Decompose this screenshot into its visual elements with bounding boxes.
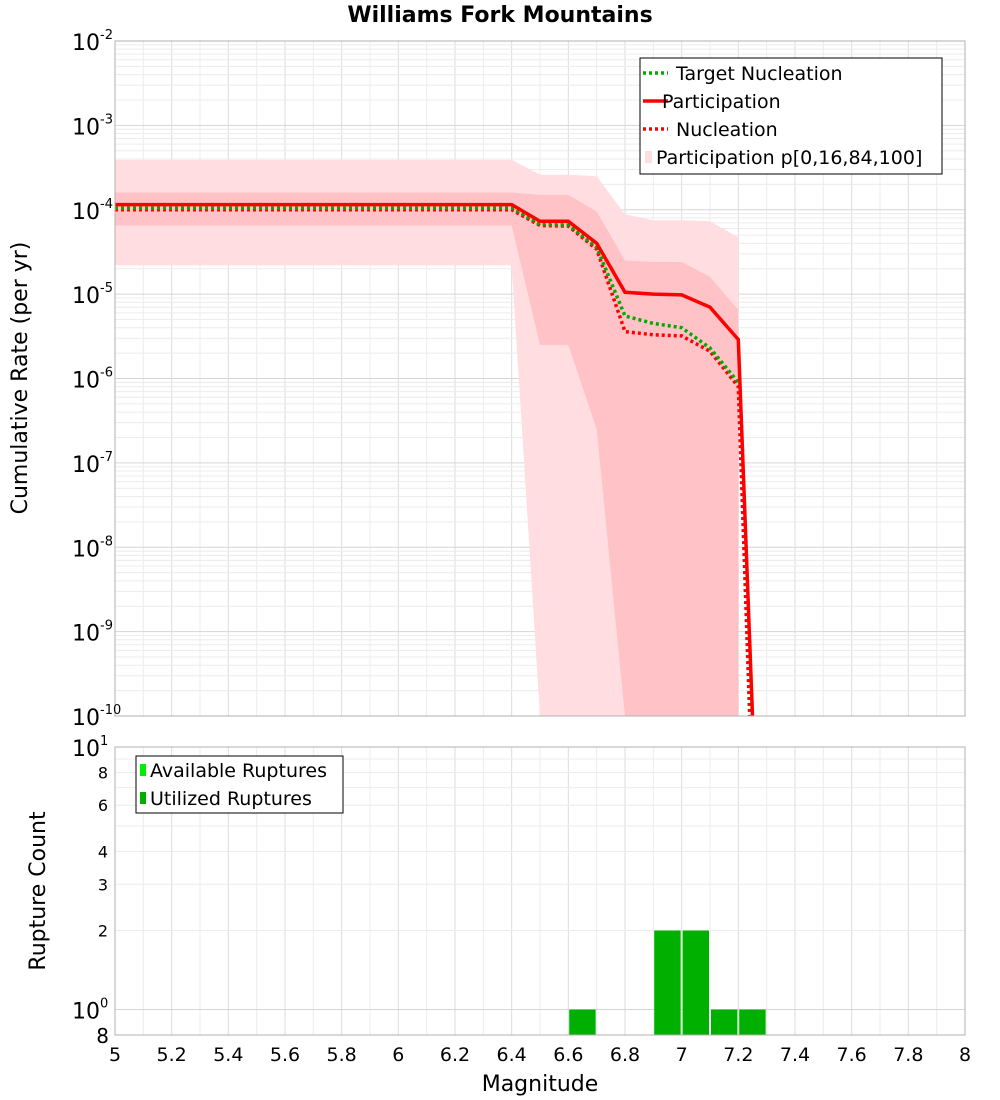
top-y-tick-label: 10-5 bbox=[72, 281, 113, 309]
x-tick-label: 7.6 bbox=[837, 1044, 867, 1066]
x-tick-label: 5.6 bbox=[270, 1044, 300, 1066]
x-tick-label: 6.6 bbox=[553, 1044, 583, 1066]
chart-title: Williams Fork Mountains bbox=[347, 3, 652, 28]
legend-available-ruptures-swatch bbox=[140, 764, 146, 776]
x-tick-label: 5.2 bbox=[157, 1044, 187, 1066]
x-tick-label: 5 bbox=[109, 1044, 121, 1066]
legend-nucleation-label: Nucleation bbox=[676, 119, 778, 141]
utilized-rupture-bar bbox=[739, 1009, 766, 1035]
utilized-rupture-bar bbox=[682, 930, 709, 1035]
legend-available-ruptures-label: Available Ruptures bbox=[150, 760, 327, 782]
utilized-rupture-bar bbox=[711, 1009, 738, 1035]
legend-target-nucleation-label: Target Nucleation bbox=[675, 63, 843, 85]
bottom-y-minor-tick-label: 3 bbox=[98, 875, 108, 894]
bottom-legend-box bbox=[135, 755, 344, 814]
top-y-tick-label: 10-9 bbox=[72, 619, 113, 647]
bottom-y-minor-tick-label: 8 bbox=[96, 1024, 109, 1048]
x-tick-label: 6.8 bbox=[610, 1044, 640, 1066]
legend-utilized-ruptures-label: Utilized Ruptures bbox=[150, 788, 312, 810]
top-y-tick-label: 10-10 bbox=[72, 703, 121, 731]
utilized-rupture-bar bbox=[654, 930, 681, 1035]
bottom-y-minor-tick-label: 2 bbox=[98, 922, 108, 941]
participation-line bbox=[115, 202, 755, 717]
x-tick-label: 5.4 bbox=[213, 1044, 243, 1066]
bottom-y-minor-tick-label: 6 bbox=[98, 796, 108, 815]
bottom-y-minor-tick-label: 8 bbox=[98, 763, 108, 782]
x-tick-label: 7.4 bbox=[780, 1044, 810, 1066]
top-legend-box bbox=[639, 57, 943, 175]
legend-utilized-ruptures-swatch bbox=[140, 792, 146, 804]
legend-participation-label: Participation bbox=[662, 91, 781, 113]
x-tick-label: 7.2 bbox=[723, 1044, 753, 1066]
x-tick-label: 8 bbox=[959, 1044, 971, 1066]
bottom-y-major-tick-label: 100 bbox=[72, 997, 108, 1025]
bottom-y-major-tick-label: 101 bbox=[72, 734, 108, 762]
bottom-plot-frame bbox=[114, 746, 966, 1036]
top-y-tick-label: 10-7 bbox=[72, 450, 113, 478]
x-tick-label: 6 bbox=[392, 1044, 404, 1066]
top-plot-frame bbox=[114, 40, 966, 717]
bottom-legend: Available Ruptures Utilized Ruptures bbox=[135, 755, 344, 814]
band-p16-p84 bbox=[115, 192, 739, 716]
legend-participation-band-label: Participation p[0,16,84,100] bbox=[656, 147, 922, 169]
bottom-y-minor-tick-label: 4 bbox=[98, 842, 108, 861]
top-plot-area: 10-10 10-9 10-8 10-7 10-6 10-5 10-4 10-3 10-2 Tar… bbox=[72, 28, 966, 731]
top-y-tick-label: 10-4 bbox=[72, 197, 113, 225]
x-tick-label: 7 bbox=[676, 1044, 688, 1066]
x-tick-label: 5.8 bbox=[327, 1044, 357, 1066]
x-tick-label: 6.4 bbox=[497, 1044, 527, 1066]
target-nucleation-line bbox=[115, 206, 740, 384]
top-y-tick-label: 10-6 bbox=[72, 366, 113, 394]
x-tick-label: 6.2 bbox=[440, 1044, 470, 1066]
top-y-tick-label: 10-2 bbox=[72, 28, 113, 56]
legend-participation-band-swatch bbox=[645, 151, 652, 163]
x-axis-label: Magnitude bbox=[482, 1072, 599, 1097]
bottom-y-axis-label: Rupture Count bbox=[26, 811, 51, 971]
top-y-tick-label: 10-3 bbox=[72, 112, 113, 140]
bottom-plot-area: 5 5.2 5.4 5.6 5.8 6 6.2 6.4 6.6 6.8 7 7.2 7.4 7.6 7.8 8… bbox=[72, 734, 971, 1066]
top-y-tick-label: 10-8 bbox=[72, 534, 113, 562]
utilized-rupture-bar bbox=[569, 1009, 596, 1035]
top-legend: Target Nucleation Participation Nucleation… bbox=[639, 57, 943, 175]
top-y-axis-label: Cumulative Rate (per yr) bbox=[8, 242, 33, 515]
nucleation-line bbox=[115, 208, 752, 717]
x-tick-label: 7.8 bbox=[893, 1044, 923, 1066]
